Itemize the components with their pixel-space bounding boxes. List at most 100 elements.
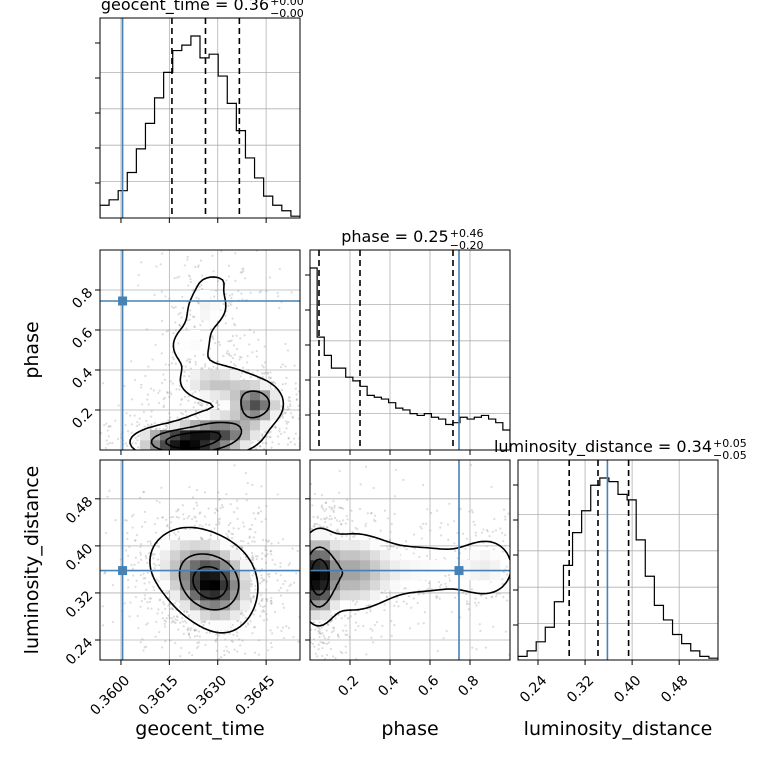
scatter-point [504, 630, 507, 633]
density-cell [310, 530, 321, 541]
scatter-point [68, 365, 70, 367]
scatter-point [195, 628, 198, 632]
scatter-point [249, 376, 252, 379]
scatter-point [214, 639, 217, 642]
scatter-point [502, 571, 505, 574]
scatter-point [325, 629, 328, 632]
scatter-point [75, 432, 77, 434]
density-cell [230, 440, 241, 450]
scatter-point [201, 320, 204, 323]
scatter-point [402, 478, 405, 481]
scatter-point [393, 604, 396, 607]
scatter-point [209, 534, 212, 537]
scatter-point [317, 632, 321, 635]
density-cell [230, 580, 241, 591]
scatter-point [279, 529, 281, 531]
scatter-point [319, 631, 322, 634]
scatter-point [373, 518, 376, 522]
scatter-point [183, 619, 186, 623]
scatter-point [124, 468, 126, 470]
scatter-point [185, 379, 189, 382]
scatter-point [265, 442, 268, 445]
scatter-point [321, 641, 325, 644]
scatter-point [307, 649, 309, 651]
scatter-point [134, 442, 137, 445]
scatter-point [287, 557, 289, 559]
scatter-point [185, 450, 187, 452]
scatter-point [365, 653, 368, 656]
scatter-point [161, 646, 164, 649]
scatter-point [184, 456, 186, 458]
scatter-point [220, 250, 223, 253]
scatter-point [501, 577, 504, 581]
scatter-point [296, 524, 298, 526]
density-cell [450, 560, 461, 571]
scatter-point [111, 451, 113, 453]
density-cell [200, 590, 211, 601]
scatter-point [295, 398, 298, 402]
scatter-point [329, 533, 333, 536]
density-cell [240, 590, 251, 601]
density-cell [190, 430, 201, 441]
scatter-point [131, 515, 134, 518]
scatter-point [307, 629, 309, 631]
density-cell [190, 420, 201, 431]
scatter-point [246, 482, 249, 485]
scatter-point [341, 651, 344, 655]
scatter-point [318, 630, 321, 633]
scatter-point [136, 454, 138, 456]
scatter-point [163, 619, 166, 622]
scatter-point [166, 453, 168, 455]
scatter-point [234, 468, 236, 470]
scatter-point [175, 388, 178, 391]
scatter-point [362, 624, 365, 628]
scatter-point [158, 501, 161, 504]
scatter-point [354, 612, 357, 616]
density-cell [260, 400, 271, 411]
scatter-point [127, 554, 130, 558]
scatter-point [241, 366, 245, 369]
y-tick-label: 0.8 [69, 285, 96, 312]
scatter-point [277, 442, 280, 446]
scatter-point [293, 364, 296, 367]
scatter-point [266, 372, 269, 375]
scatter-point [249, 599, 252, 602]
scatter-point [265, 588, 268, 591]
scatter-point [305, 554, 307, 556]
scatter-point [147, 552, 151, 555]
scatter-point [158, 475, 160, 477]
scatter-point [214, 640, 217, 643]
scatter-point [187, 395, 190, 398]
scatter-point [199, 323, 202, 327]
scatter-point [286, 349, 290, 352]
scatter-point [296, 647, 298, 649]
scatter-point [284, 382, 287, 385]
scatter-point [306, 611, 308, 613]
scatter-point [254, 609, 257, 612]
scatter-point [358, 507, 362, 511]
scatter-point [168, 395, 171, 399]
scatter-point [236, 517, 239, 521]
scatter-point [266, 553, 269, 556]
scatter-panel-phase-vs-luminosity_distance [279, 459, 511, 665]
scatter-point [187, 274, 191, 277]
scatter-point [252, 572, 256, 575]
scatter-point [336, 528, 339, 531]
density-cell [190, 560, 201, 571]
scatter-point [173, 531, 176, 535]
scatter-point [288, 547, 290, 549]
scatter-point [197, 265, 200, 269]
scatter-point [204, 643, 207, 647]
scatter-point [305, 519, 307, 521]
scatter-point [197, 469, 199, 471]
scatter-point [203, 619, 207, 623]
scatter-point [160, 290, 163, 293]
scatter-point [285, 420, 288, 423]
scatter-point [255, 349, 258, 353]
scatter-point [143, 425, 146, 428]
scatter-point [186, 255, 189, 258]
scatter-point [322, 525, 326, 528]
scatter-point [234, 252, 237, 255]
scatter-point [194, 455, 196, 457]
scatter-point [313, 292, 315, 294]
